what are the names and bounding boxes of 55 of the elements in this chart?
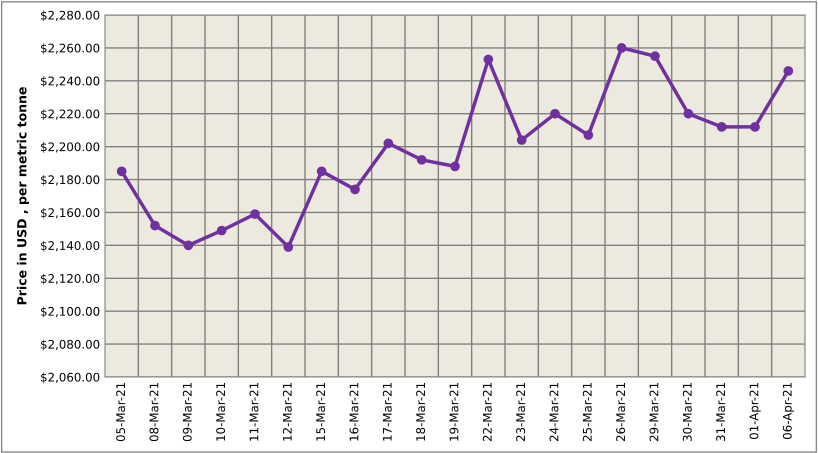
point [616, 43, 627, 53]
point [150, 220, 160, 230]
x-tick-label: 30-Mar-21 [682, 382, 692, 442]
point [716, 122, 727, 132]
x-tick-label: 22-Mar-21 [482, 382, 492, 442]
x-tick-label: 06-Apr-21 [782, 382, 794, 440]
point [116, 166, 127, 176]
y-axis-title: Price in USD , per metric tonne [16, 87, 29, 304]
y-tick-label: $2,140.00 [41, 240, 100, 252]
x-tick-label: 08-Mar-21 [149, 382, 158, 442]
x-tick-label: 09-Mar-21 [182, 382, 192, 442]
point [450, 162, 460, 172]
point [483, 54, 494, 64]
x-tick-label: 10-Mar-21 [216, 382, 226, 441]
y-tick-label: $2,220.00 [41, 109, 100, 120]
y-tick-label: $2,260.00 [41, 43, 100, 54]
point [650, 51, 660, 61]
x-tick-label: 16-Mar-21 [349, 382, 358, 441]
x-tick-label: 23-Mar-21 [516, 382, 526, 442]
point [350, 184, 360, 194]
y-tick-label: $2,280.00 [41, 10, 100, 22]
y-tick-label: $2,160.00 [41, 208, 100, 219]
x-tick-label: 05-Mar-21 [116, 382, 126, 442]
x-tick-label: 17-Mar-21 [382, 382, 392, 441]
point [316, 166, 327, 176]
point [250, 209, 260, 219]
x-tick-label: 26-Mar-21 [616, 382, 626, 442]
x-tick-label: 01-Apr-21 [749, 382, 761, 440]
point [283, 242, 294, 252]
y-tick-label: $2,100.00 [41, 306, 100, 318]
x-tick-label: 29-Mar-21 [649, 382, 658, 442]
y-tick-label: $2,200.00 [41, 142, 100, 153]
point [383, 138, 394, 148]
point [783, 66, 794, 76]
point [516, 135, 527, 145]
x-tick-label: 12-Mar-21 [282, 382, 292, 441]
x-tick-label: 11-Mar-21 [249, 382, 258, 441]
x-tick-label: 24-Mar-21 [549, 382, 558, 442]
y-tick-label: $2,060.00 [41, 372, 100, 384]
point [683, 108, 694, 119]
point [750, 122, 760, 132]
x-tick-label: 25-Mar-21 [582, 382, 592, 442]
x-tick-label: 19-Mar-21 [449, 382, 458, 441]
y-tick-label: $2,240.00 [41, 76, 100, 88]
y-tick-label: $2,120.00 [41, 274, 100, 284]
point [183, 240, 194, 250]
x-tick-label: 18-Mar-21 [416, 382, 426, 441]
point [416, 154, 427, 165]
x-tick-label: 15-Mar-21 [316, 382, 326, 441]
y-tick-label: $2,180.00 [41, 175, 100, 186]
x-tick-label: 31-Mar-21 [716, 382, 726, 442]
point [216, 226, 227, 236]
y-tick-label: $2,080.00 [41, 340, 100, 350]
point [583, 130, 594, 140]
point [550, 108, 560, 119]
